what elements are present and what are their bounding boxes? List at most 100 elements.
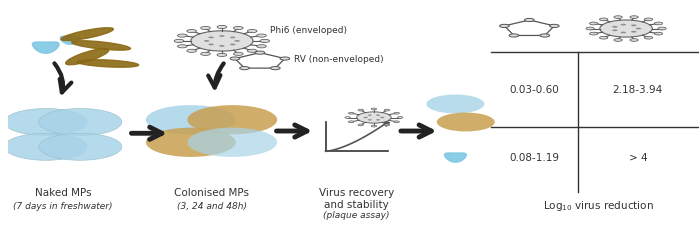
Circle shape (219, 36, 225, 38)
Circle shape (209, 44, 214, 46)
Circle shape (524, 19, 534, 22)
Text: (plaque assay): (plaque assay) (323, 210, 390, 219)
Circle shape (188, 106, 277, 135)
Circle shape (599, 19, 608, 22)
Circle shape (620, 32, 626, 34)
Circle shape (550, 25, 559, 28)
Circle shape (217, 26, 227, 30)
Text: 2.18-3.94: 2.18-3.94 (612, 85, 663, 95)
Circle shape (589, 23, 598, 26)
Circle shape (4, 109, 88, 136)
Circle shape (146, 106, 236, 135)
Circle shape (380, 117, 384, 119)
Circle shape (586, 28, 594, 31)
Text: (3, 24 and 48h): (3, 24 and 48h) (176, 201, 246, 210)
Circle shape (219, 46, 225, 48)
Circle shape (257, 35, 266, 38)
Circle shape (630, 17, 638, 19)
Circle shape (270, 67, 280, 70)
Circle shape (394, 121, 400, 123)
Circle shape (509, 35, 519, 38)
Polygon shape (32, 43, 59, 54)
Circle shape (239, 67, 249, 70)
Circle shape (204, 41, 209, 43)
Text: Virus recovery
and stability: Virus recovery and stability (319, 188, 394, 209)
Polygon shape (444, 153, 466, 163)
Ellipse shape (71, 42, 130, 51)
Circle shape (260, 40, 270, 43)
Circle shape (356, 112, 391, 123)
Circle shape (630, 39, 638, 42)
Circle shape (426, 95, 484, 114)
Circle shape (187, 50, 197, 53)
Circle shape (280, 58, 290, 61)
Circle shape (600, 21, 652, 38)
Ellipse shape (77, 60, 139, 68)
Circle shape (358, 124, 363, 126)
Text: Colonised MPs: Colonised MPs (174, 188, 249, 197)
Circle shape (38, 134, 122, 160)
Circle shape (612, 27, 617, 29)
Circle shape (612, 30, 617, 32)
Circle shape (368, 120, 372, 121)
Circle shape (368, 115, 372, 116)
Circle shape (599, 37, 608, 40)
Circle shape (4, 134, 88, 160)
Circle shape (376, 115, 380, 116)
Circle shape (201, 53, 211, 56)
Circle shape (644, 19, 652, 22)
Circle shape (230, 44, 235, 46)
Circle shape (38, 109, 122, 136)
Circle shape (631, 25, 636, 27)
Circle shape (631, 32, 636, 33)
Text: Naked MPs: Naked MPs (35, 188, 91, 197)
Circle shape (500, 25, 509, 28)
Text: > 4: > 4 (629, 152, 647, 162)
Circle shape (174, 40, 184, 43)
Circle shape (178, 35, 187, 38)
Circle shape (376, 120, 380, 121)
Circle shape (614, 17, 622, 19)
Circle shape (230, 37, 235, 39)
Circle shape (257, 45, 266, 49)
Circle shape (620, 25, 626, 26)
Text: Phi6 (enveloped): Phi6 (enveloped) (270, 26, 347, 35)
Circle shape (398, 117, 403, 119)
Circle shape (345, 117, 351, 119)
Circle shape (658, 28, 666, 31)
Circle shape (644, 37, 652, 40)
Circle shape (654, 33, 663, 36)
Circle shape (614, 39, 622, 42)
Circle shape (201, 27, 211, 30)
Circle shape (255, 52, 265, 55)
Polygon shape (60, 37, 80, 45)
Circle shape (234, 41, 240, 43)
Circle shape (358, 110, 363, 111)
Circle shape (437, 113, 495, 132)
Circle shape (247, 30, 257, 34)
Circle shape (247, 50, 257, 53)
Circle shape (217, 54, 227, 57)
Circle shape (540, 35, 550, 38)
Text: (7 days in freshwater): (7 days in freshwater) (13, 201, 113, 210)
Circle shape (636, 29, 641, 30)
Circle shape (349, 121, 354, 123)
Ellipse shape (66, 49, 108, 65)
Circle shape (349, 113, 354, 115)
Text: 0.08-1.19: 0.08-1.19 (509, 152, 559, 162)
Circle shape (146, 128, 236, 157)
Circle shape (384, 124, 390, 126)
Text: 0.03-0.60: 0.03-0.60 (510, 85, 559, 95)
Circle shape (371, 109, 377, 110)
Circle shape (394, 113, 400, 115)
Text: RV (non-enveloped): RV (non-enveloped) (295, 55, 384, 64)
Circle shape (371, 126, 377, 127)
Circle shape (589, 33, 598, 36)
Circle shape (187, 30, 197, 34)
Circle shape (363, 117, 368, 119)
Text: Log$_{10}$ virus reduction: Log$_{10}$ virus reduction (543, 198, 654, 212)
Circle shape (188, 128, 277, 157)
Circle shape (191, 32, 253, 52)
Circle shape (209, 37, 214, 39)
Ellipse shape (61, 29, 113, 42)
